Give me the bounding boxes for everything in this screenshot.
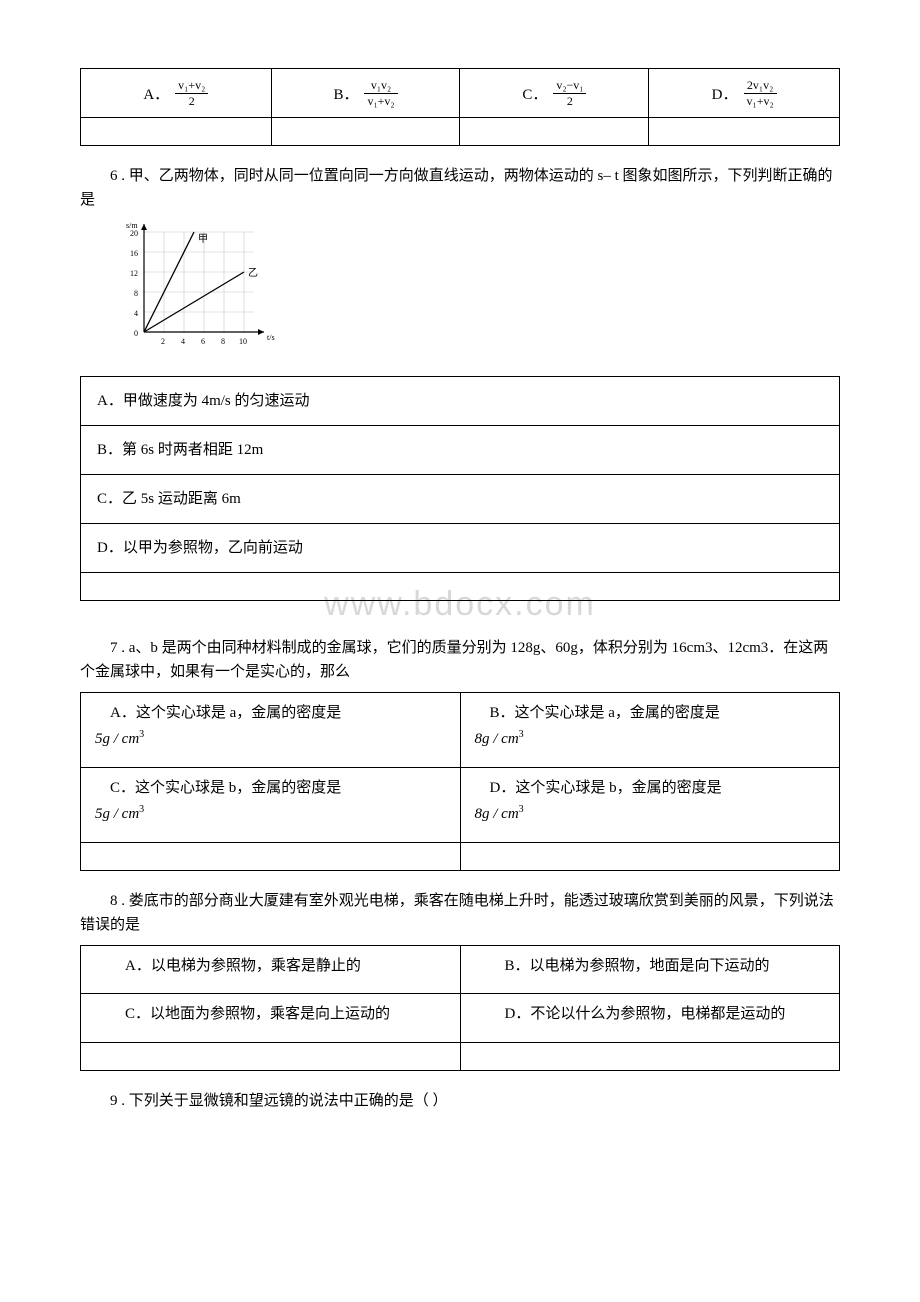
svg-text:2: 2: [161, 337, 165, 346]
q5-option-d: D． 2v₁v₂ v₁+v₂: [649, 69, 840, 118]
svg-text:t/s: t/s: [267, 333, 275, 342]
option-letter: B．: [333, 83, 358, 107]
q8-text: 8 . 娄底市的部分商业大厦建有室外观光电梯，乘客在随电梯上升时，能透过玻璃欣赏…: [80, 889, 840, 937]
svg-text:12: 12: [130, 269, 138, 278]
q7-option-b: B．这个实心球是 a，金属的密度是 8g / cm3: [460, 692, 840, 767]
q6-text: 6 . 甲、乙两物体，同时从同一位置向同一方向做直线运动，两物体运动的 s– t…: [80, 164, 840, 212]
q5-option-c: C． v₂−v₁ 2: [460, 69, 649, 118]
q6-options-table: A．甲做速度为 4m/s 的匀速运动 B．第 6s 时两者相距 12m C．乙 …: [80, 376, 840, 601]
svg-text:10: 10: [239, 337, 247, 346]
svg-text:8: 8: [134, 289, 138, 298]
svg-text:4: 4: [181, 337, 185, 346]
q7-option-d: D．这个实心球是 b，金属的密度是 8g / cm3: [460, 767, 840, 842]
q5-options-table: A． v₁+v₂ 2 B． v₁v₂ v₁+v₂ C． v₂−v₁: [80, 68, 840, 146]
q6-option-a: A．甲做速度为 4m/s 的匀速运动: [81, 377, 840, 426]
option-letter: D．: [712, 83, 738, 107]
q5-option-b: B． v₁v₂ v₁+v₂: [271, 69, 460, 118]
svg-text:6: 6: [201, 337, 205, 346]
q8-option-c: C．以地面为参照物，乘客是向上运动的: [81, 994, 461, 1043]
q8-option-b: B．以电梯为参照物，地面是向下运动的: [460, 945, 840, 994]
q7-option-a: A．这个实心球是 a，金属的密度是 5g / cm3: [81, 692, 461, 767]
option-letter: C．: [522, 83, 547, 107]
fraction: 2v₁v₂ v₁+v₂: [744, 79, 777, 107]
option-letter: A．: [143, 83, 169, 107]
svg-text:16: 16: [130, 249, 138, 258]
q6-graph: s/m t/s 0 4 8 12 16 20 2 4 6 8 10 甲 乙: [120, 220, 840, 368]
q8-options-table: A．以电梯为参照物，乘客是静止的 B．以电梯为参照物，地面是向下运动的 C．以地…: [80, 945, 840, 1071]
q7-option-c: C．这个实心球是 b，金属的密度是 5g / cm3: [81, 767, 461, 842]
fraction: v₂−v₁ 2: [553, 79, 586, 107]
fraction: v₁v₂ v₁+v₂: [364, 79, 397, 107]
svg-text:20: 20: [130, 229, 138, 238]
svg-text:0: 0: [134, 329, 138, 338]
svg-text:甲: 甲: [198, 234, 208, 245]
q6-option-b: B．第 6s 时两者相距 12m: [81, 426, 840, 475]
q6-option-d: D．以甲为参照物，乙向前运动: [81, 524, 840, 573]
q8-option-d: D．不论以什么为参照物，电梯都是运动的: [460, 994, 840, 1043]
fraction: v₁+v₂ 2: [175, 79, 208, 107]
q7-options-table: A．这个实心球是 a，金属的密度是 5g / cm3 B．这个实心球是 a，金属…: [80, 692, 840, 871]
q8-option-a: A．以电梯为参照物，乘客是静止的: [81, 945, 461, 994]
q9-text: 9 . 下列关于显微镜和望远镜的说法中正确的是（ ）: [80, 1089, 840, 1113]
q7-text: 7 . a、b 是两个由同种材料制成的金属球，它们的质量分别为 128g、60g…: [80, 636, 840, 684]
svg-text:8: 8: [221, 337, 225, 346]
svg-text:乙: 乙: [248, 267, 258, 279]
q6-option-c: C．乙 5s 运动距离 6m: [81, 475, 840, 524]
q5-option-a: A． v₁+v₂ 2: [81, 69, 272, 118]
svg-text:4: 4: [134, 309, 138, 318]
